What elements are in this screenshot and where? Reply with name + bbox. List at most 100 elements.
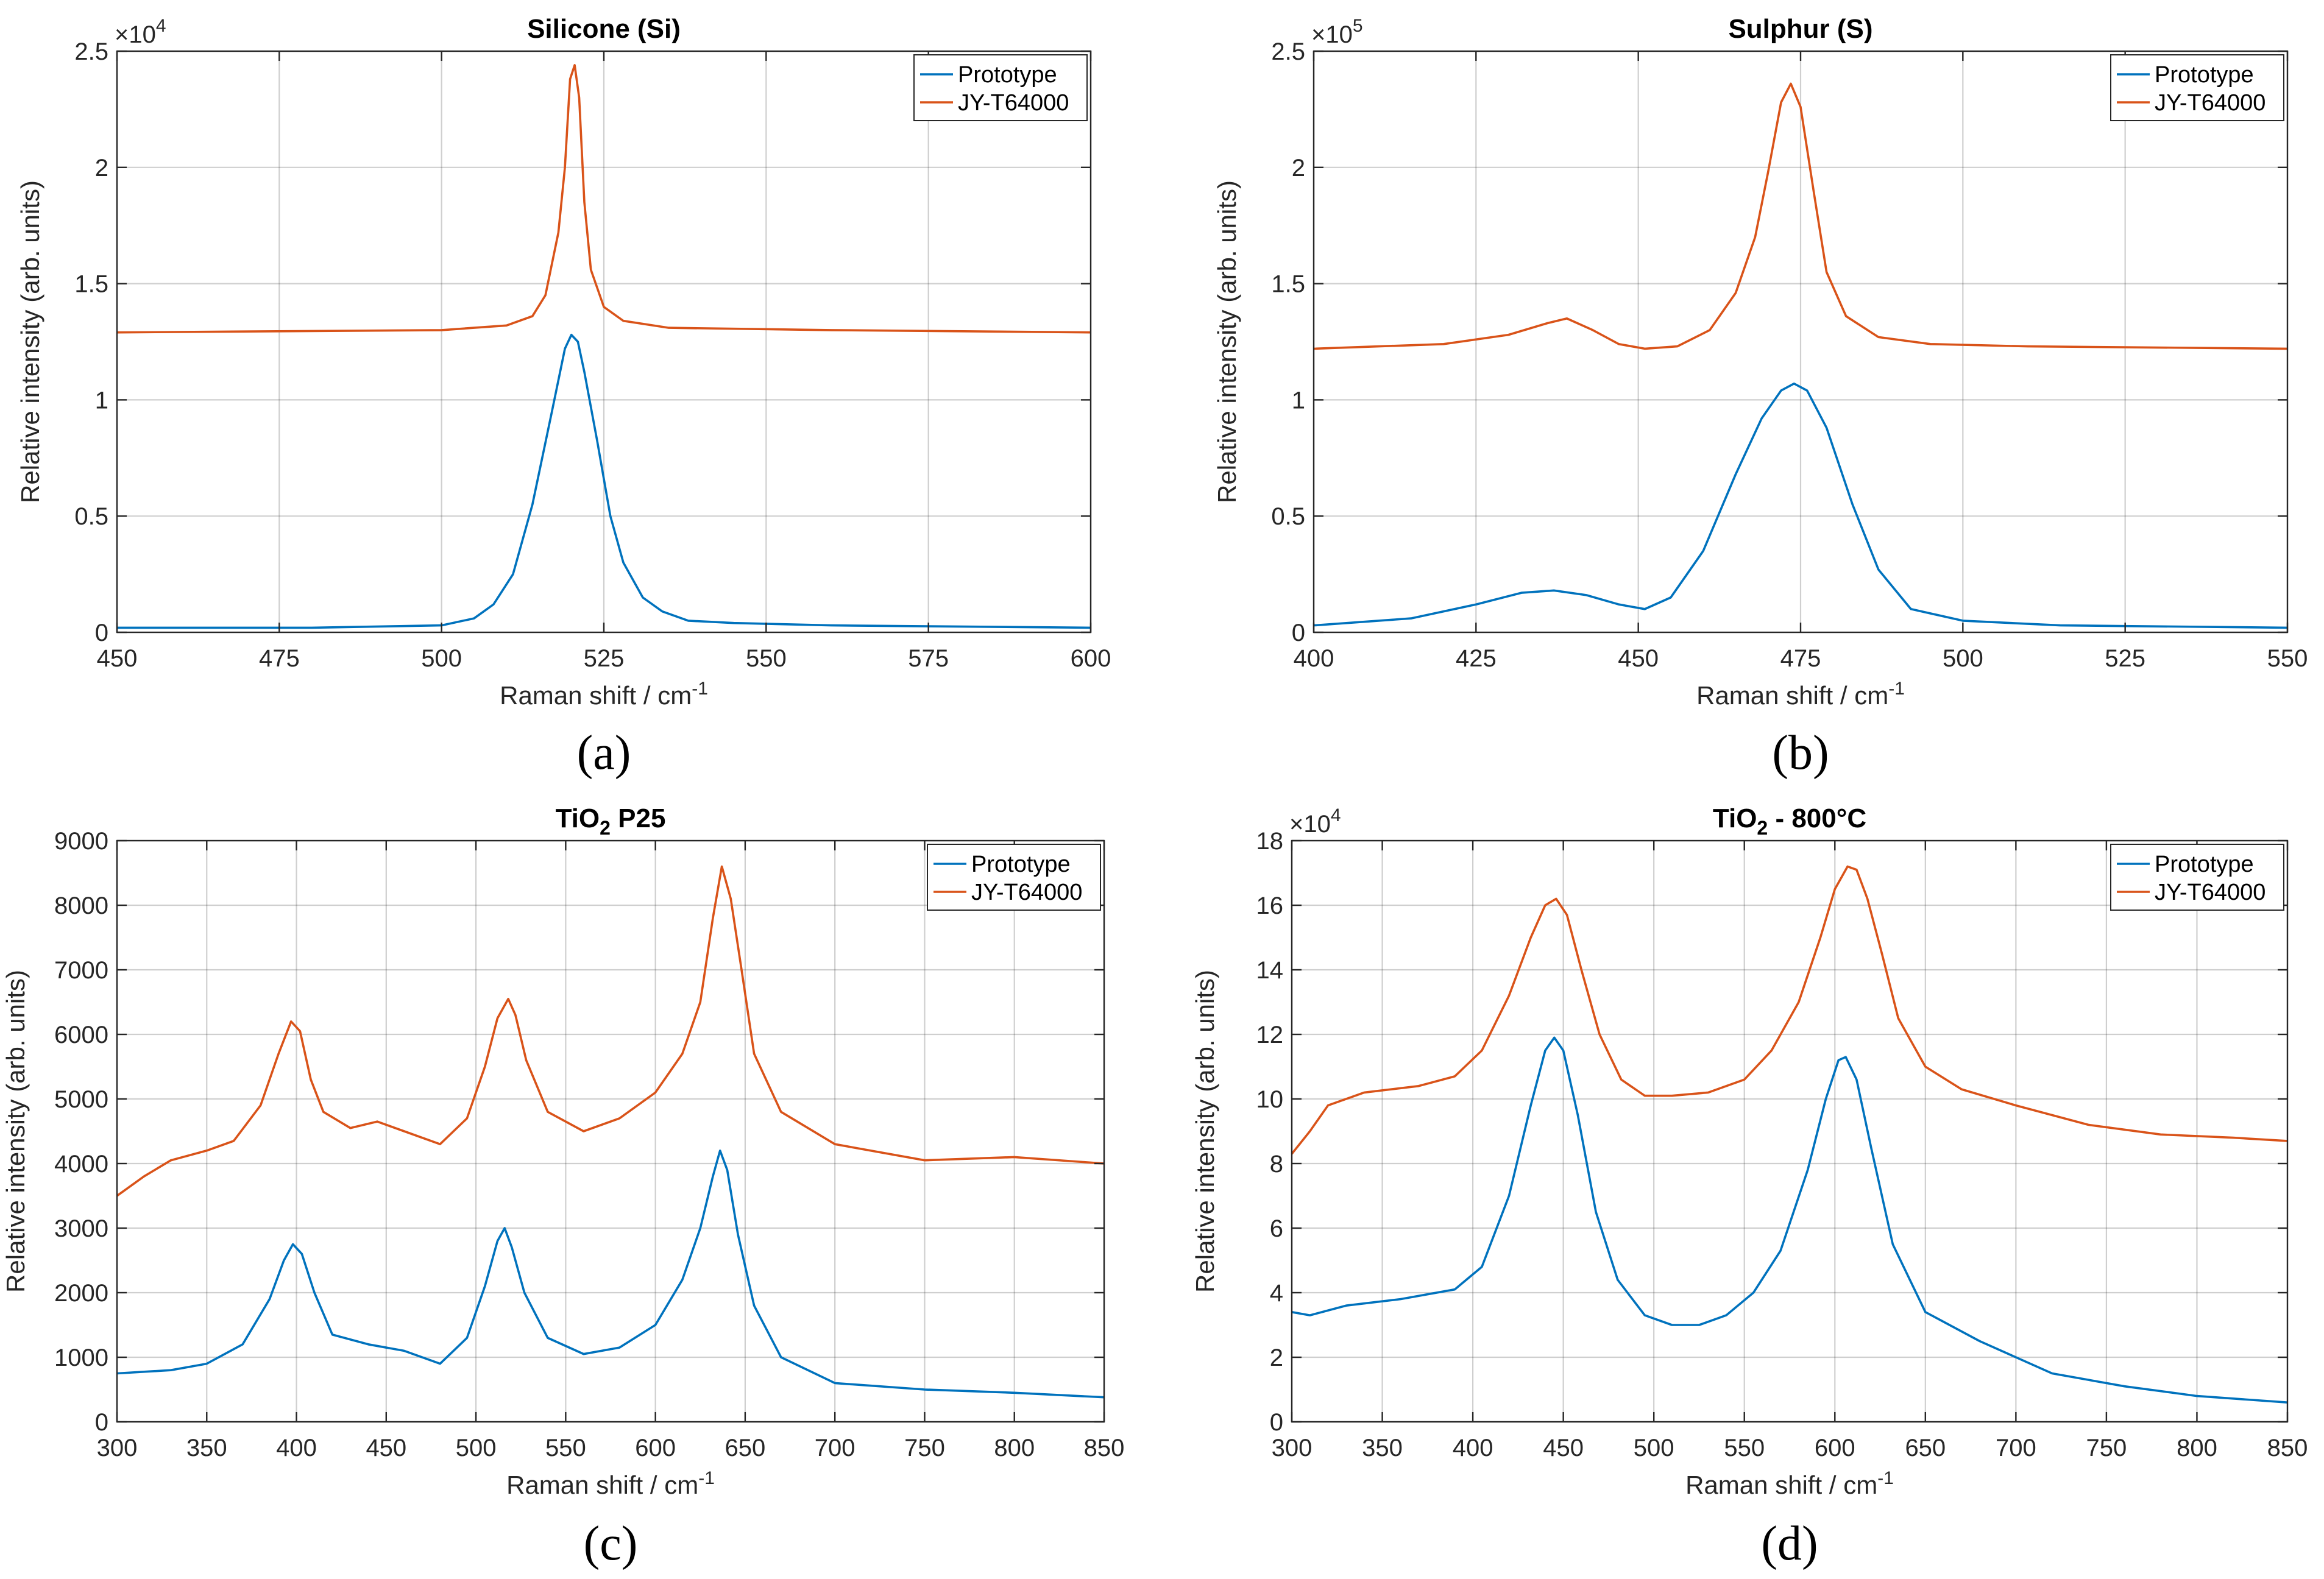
x-tick-label: 800 bbox=[2177, 1435, 2217, 1461]
x-tick-label: 550 bbox=[2267, 645, 2308, 672]
x-axis-label: Raman shift / cm-1 bbox=[500, 679, 708, 710]
x-tick-label: 500 bbox=[421, 645, 462, 672]
y-tick-label: 1.5 bbox=[74, 271, 108, 298]
x-tick-label: 350 bbox=[186, 1435, 227, 1461]
x-tick-label: 500 bbox=[456, 1435, 497, 1461]
chart-title: Silicone (Si) bbox=[527, 14, 681, 44]
y-tick-label: 16 bbox=[1256, 892, 1284, 919]
y-tick-label: 0 bbox=[1270, 1409, 1283, 1436]
x-axis-label: Raman shift / cm-1 bbox=[506, 1468, 715, 1499]
series-line-jy-t64000 bbox=[1291, 865, 2288, 1155]
y-tick-label: 1 bbox=[1292, 387, 1305, 414]
axes-box bbox=[1291, 839, 2289, 1423]
x-tick-label: 450 bbox=[1618, 645, 1659, 672]
legend-label: JY-T64000 bbox=[2155, 880, 2266, 905]
plot-area bbox=[117, 51, 1091, 632]
series-line-prototype bbox=[1313, 382, 2288, 629]
panel-caption: (a) bbox=[577, 726, 631, 780]
panel-silicone: 450 475 500 525 550 575 600 0 0.5 1 1.5 2 2.5 ×104 Sil… bbox=[16, 14, 1111, 780]
y-tick-label: 0 bbox=[1292, 620, 1305, 646]
panel-sulphur: 400 425 450 475 500 525 550 0 0.5 1 1.5 2 2.5×105 Sul… bbox=[1213, 14, 2308, 780]
y-tick-label: 8000 bbox=[54, 892, 108, 919]
legend-label: Prototype bbox=[2155, 852, 2254, 877]
series-line-prototype bbox=[117, 333, 1091, 629]
x-tick-label: 550 bbox=[1724, 1435, 1765, 1461]
x-tick-label: 450 bbox=[366, 1435, 406, 1461]
x-tick-label: 475 bbox=[259, 645, 300, 672]
y-axis-label: Relative intensity (arb. units) bbox=[16, 180, 44, 503]
x-tick-label: 400 bbox=[276, 1435, 317, 1461]
x-tick-label: 425 bbox=[1456, 645, 1497, 672]
x-tick-label: 600 bbox=[1071, 645, 1111, 672]
x-axis-label: Raman shift / cm-1 bbox=[1696, 679, 1905, 710]
y-tick-label: 10 bbox=[1256, 1086, 1284, 1113]
y-tick-label: 1 bbox=[95, 387, 108, 414]
y-tick-label: 4000 bbox=[54, 1151, 108, 1178]
y-tick-label: 12 bbox=[1256, 1022, 1284, 1048]
y-tick-label: 2.5 bbox=[1271, 38, 1305, 65]
y-tick-label: 2000 bbox=[54, 1280, 108, 1307]
axis-multiplier: ×105 bbox=[1311, 16, 1363, 48]
chart-title: Sulphur (S) bbox=[1728, 14, 1872, 44]
y-tick-label: 4 bbox=[1270, 1280, 1283, 1307]
x-tick-label: 350 bbox=[1362, 1435, 1403, 1461]
x-tick-label: 850 bbox=[2267, 1435, 2308, 1461]
legend-label: JY-T64000 bbox=[971, 880, 1082, 905]
legend-label: JY-T64000 bbox=[2155, 90, 2266, 116]
panel-caption: (c) bbox=[584, 1517, 638, 1570]
x-tick-label: 500 bbox=[1634, 1435, 1674, 1461]
chart-title: TiO2 - 800°C bbox=[1713, 804, 1866, 839]
x-tick-label: 600 bbox=[1815, 1435, 1855, 1461]
x-tick-label: 525 bbox=[584, 645, 625, 672]
x-tick-label: 300 bbox=[1272, 1435, 1313, 1461]
panel-tio2-p25: 300 350 400 450 500 550 600 650 700 750 800 850 0 100… bbox=[1, 804, 1124, 1570]
x-tick-label: 800 bbox=[994, 1435, 1035, 1461]
y-tick-label: 0.5 bbox=[1271, 503, 1305, 530]
x-tick-label: 500 bbox=[1943, 645, 1983, 672]
x-axis-label: Raman shift / cm-1 bbox=[1685, 1468, 1894, 1499]
y-axis-label: Relative intensity (arb. units) bbox=[1191, 970, 1219, 1293]
y-tick-label: 2 bbox=[1292, 155, 1305, 182]
x-tick-label: 525 bbox=[2105, 645, 2145, 672]
x-tick-label: 475 bbox=[1780, 645, 1821, 672]
x-tick-label: 600 bbox=[635, 1435, 676, 1461]
axes-box bbox=[116, 839, 1105, 1423]
y-tick-label: 7000 bbox=[54, 957, 108, 984]
legend-box bbox=[927, 844, 1101, 911]
y-axis-label: Relative intensity (arb. units) bbox=[1213, 180, 1241, 503]
panel-tio2-800c: 300 350 400 450 500 550 600 650 700 750 800 850 0 2 4 6… bbox=[1191, 804, 2308, 1570]
x-tick-label: 400 bbox=[1453, 1435, 1493, 1461]
y-tick-label: 2 bbox=[95, 155, 108, 182]
x-tick-label: 450 bbox=[1543, 1435, 1584, 1461]
axis-multiplier: ×104 bbox=[115, 16, 166, 48]
y-tick-label: 0 bbox=[95, 1409, 108, 1436]
series-line-prototype bbox=[116, 1150, 1105, 1399]
y-tick-label: 3000 bbox=[54, 1215, 108, 1242]
x-tick-label: 400 bbox=[1294, 645, 1334, 672]
x-tick-label: 750 bbox=[2086, 1435, 2127, 1461]
x-tick-label: 650 bbox=[725, 1435, 766, 1461]
legend-box bbox=[2110, 844, 2284, 911]
x-tick-label: 650 bbox=[1905, 1435, 1946, 1461]
series-line-jy-t64000 bbox=[1313, 82, 2288, 350]
panel-caption: (d) bbox=[1761, 1517, 1818, 1570]
x-tick-label: 700 bbox=[1996, 1435, 2036, 1461]
x-tick-label: 850 bbox=[1084, 1435, 1125, 1461]
legend: Prototype JY-T64000 bbox=[2110, 844, 2284, 911]
x-tick-label: 450 bbox=[97, 645, 138, 672]
plot-area bbox=[1314, 51, 2287, 632]
series-line-prototype bbox=[1291, 1036, 2288, 1404]
y-axis-label: Relative intensity (arb. units) bbox=[1, 970, 30, 1293]
series-line-jy-t64000 bbox=[116, 865, 1105, 1197]
x-tick-label: 300 bbox=[97, 1435, 138, 1461]
series-line-jy-t64000 bbox=[116, 64, 1091, 334]
x-tick-label: 575 bbox=[908, 645, 949, 672]
y-tick-label: 2.5 bbox=[74, 38, 108, 65]
y-tick-label: 5000 bbox=[54, 1086, 108, 1113]
legend-box bbox=[913, 54, 1088, 121]
x-tick-label: 550 bbox=[545, 1435, 586, 1461]
y-tick-label: 0.5 bbox=[74, 503, 108, 530]
y-tick-label: 2 bbox=[1270, 1344, 1283, 1371]
